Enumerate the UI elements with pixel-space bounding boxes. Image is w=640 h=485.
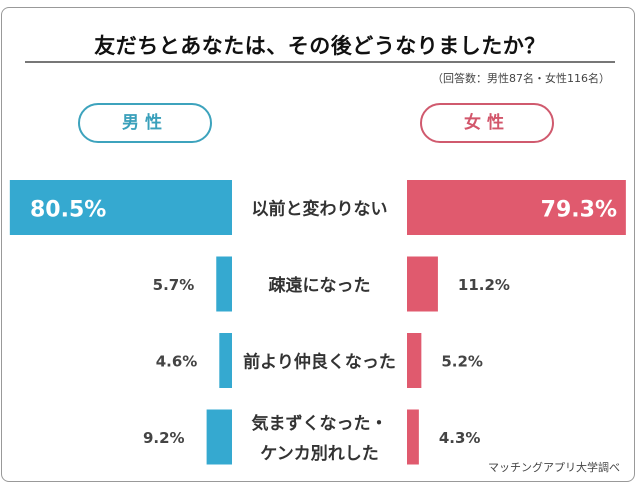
- legend-female: 女性: [420, 103, 554, 143]
- chart-title: 友だちとあなたは、その後どうなりましたか？: [94, 34, 546, 58]
- value-label-male: 4.6%: [156, 353, 198, 371]
- title-divider: [25, 61, 615, 63]
- category-label: 疎遠になった: [269, 275, 371, 296]
- value-label-male: 80.5%: [30, 198, 106, 223]
- respondent-note: （回答数：男性87名・女性116名）: [432, 72, 610, 85]
- bar-male: [9, 180, 232, 235]
- bar-male: [219, 333, 232, 388]
- value-label-female: 5.2%: [441, 353, 483, 371]
- category-label: 前より仲良くなった: [243, 352, 396, 373]
- value-label-male: 9.2%: [143, 429, 185, 447]
- category-label: 気まずくなった・: [251, 413, 388, 434]
- bar-female: [407, 256, 438, 312]
- source-credit: マッチングアプリ大学調べ: [488, 461, 620, 474]
- chart-card: [1, 7, 635, 482]
- bar-male: [206, 409, 232, 465]
- bar-female: [407, 180, 626, 235]
- legend-male: 男性: [78, 103, 212, 143]
- value-label-male: 5.7%: [153, 276, 195, 294]
- value-label-female: 11.2%: [458, 276, 510, 294]
- value-label-female: 4.3%: [439, 429, 481, 447]
- bar-female: [407, 409, 419, 465]
- category-label: 以前と変わりない: [252, 199, 388, 220]
- bar-female: [407, 333, 422, 388]
- category-label: ケンカ別れした: [260, 444, 379, 464]
- value-label-female: 79.3%: [541, 198, 617, 223]
- bar-male: [216, 256, 232, 312]
